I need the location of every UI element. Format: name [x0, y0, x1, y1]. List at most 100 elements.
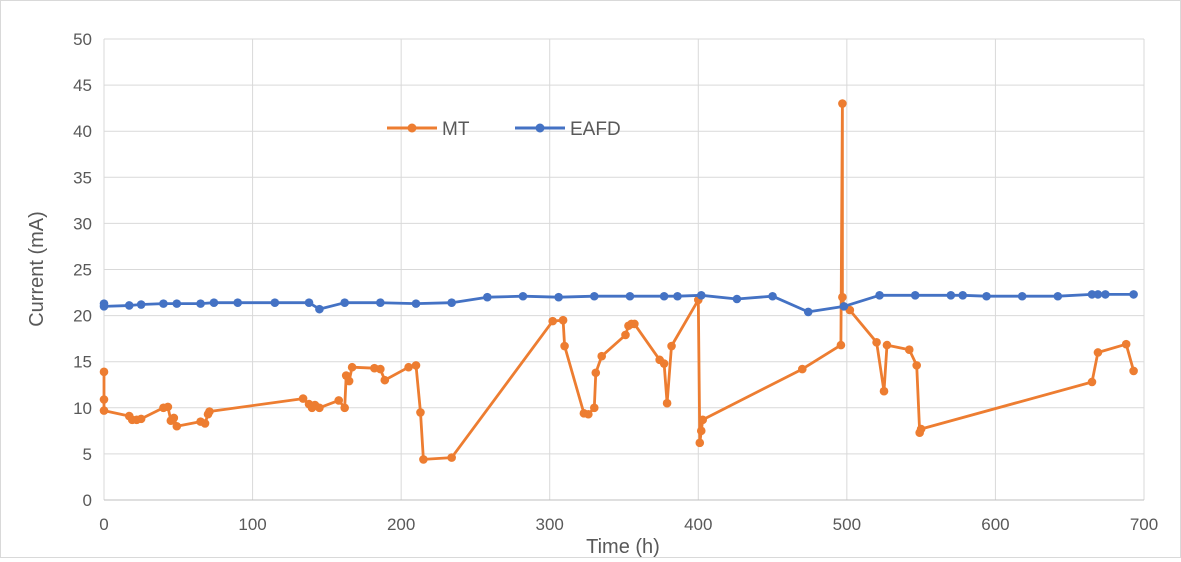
series-eafd-point [340, 298, 349, 307]
x-tick-label: 200 [387, 515, 415, 534]
x-axis-label: Time (h) [586, 536, 660, 557]
legend-eafd-label: EAFD [570, 119, 621, 140]
series-eafd-point [910, 291, 920, 300]
series-mt-point [416, 408, 425, 417]
series-mt-point [836, 340, 846, 350]
series-mt-point [695, 438, 705, 448]
series-mt [99, 99, 1138, 464]
series-mt-point [347, 362, 357, 372]
series-eafd-point [982, 291, 991, 301]
series-eafd-point [124, 301, 134, 310]
y-tick-label: 25 [73, 261, 92, 280]
series-mt-point [344, 376, 354, 386]
series-mt-point [882, 340, 892, 350]
x-tick-label: 300 [536, 515, 564, 534]
series-mt-point [298, 394, 308, 403]
gridlines [103, 38, 1145, 500]
series-mt-point [340, 403, 349, 413]
legend: MT EAFD [387, 119, 621, 140]
series-lines [99, 99, 1138, 464]
series-mt-point [334, 396, 344, 405]
series-eafd-point [411, 299, 421, 308]
y-tick-label: 10 [73, 399, 92, 418]
series-eafd-point [209, 298, 219, 307]
series-mt-point [380, 375, 390, 385]
series-mt-point [838, 99, 847, 108]
series-mt-point [200, 419, 210, 428]
series-mt-point [99, 406, 109, 415]
series-mt-point [838, 292, 847, 302]
series-mt-point [1129, 366, 1138, 376]
series-mt-point [136, 414, 146, 424]
series-mt-point [419, 455, 428, 464]
series-mt-point [621, 330, 630, 340]
series-eafd-point [554, 292, 563, 302]
legend-eafd-marker [535, 123, 545, 133]
series-eafd-point [483, 292, 492, 302]
series-eafd-point [625, 291, 635, 301]
series-eafd-point [768, 291, 777, 301]
series-eafd-point [1087, 290, 1097, 299]
x-tick-label: 600 [981, 515, 1009, 534]
series-mt-point [879, 386, 889, 396]
series-mt-point [904, 345, 914, 355]
series-mt-point [696, 426, 706, 436]
series-eafd-point [946, 291, 956, 300]
series-mt-point [558, 315, 568, 325]
series-eafd [99, 290, 1138, 317]
y-axis-label: Current (mA) [26, 211, 48, 327]
series-eafd-point [1129, 290, 1138, 299]
y-tick-label: 30 [73, 214, 92, 233]
series-eafd-point [315, 304, 324, 314]
series-mt-point [548, 316, 557, 326]
series-eafd-point [136, 300, 146, 309]
x-tick-label: 100 [238, 515, 266, 534]
series-eafd-point [1101, 290, 1110, 299]
series-mt-point [404, 362, 413, 372]
series-mt-point [560, 341, 569, 351]
series-mt-point [169, 413, 179, 423]
series-mt-point [99, 395, 109, 404]
y-tick-label: 15 [73, 353, 92, 372]
series-eafd-point [732, 294, 742, 304]
series-mt-point [376, 364, 385, 374]
x-tick-label: 500 [833, 515, 861, 534]
series-mt-point [315, 403, 324, 413]
series-eafd-point [1053, 291, 1063, 301]
series-eafd-point [304, 298, 314, 307]
series-mt-point [662, 398, 672, 408]
series-mt-point [1121, 339, 1131, 349]
y-tick-label: 45 [73, 76, 92, 95]
series-mt-point [411, 361, 421, 370]
y-tick-label: 40 [73, 122, 92, 141]
y-tick-label: 35 [73, 168, 92, 187]
series-eafd-point [958, 291, 968, 300]
series-mt-point [698, 415, 708, 425]
legend-mt-marker [407, 123, 417, 133]
series-eafd-point [270, 298, 280, 307]
series-eafd-point [196, 299, 205, 308]
series-mt-point [172, 421, 182, 431]
series-mt-point [591, 368, 601, 378]
x-tick-label: 400 [684, 515, 712, 534]
series-mt-point [163, 402, 173, 412]
series-mt-point [1087, 377, 1097, 387]
series-eafd-point [376, 298, 385, 307]
series-mt-point [584, 409, 593, 419]
y-tick-label: 5 [83, 445, 92, 464]
series-mt-point [447, 453, 456, 462]
series-eafd-point [172, 299, 182, 308]
series-mt-point [205, 407, 214, 416]
series-eafd-point [159, 299, 168, 308]
series-eafd-point [1017, 291, 1027, 301]
series-mt-point [797, 364, 807, 374]
series-eafd-point [839, 302, 849, 311]
series-mt-point [872, 338, 881, 347]
series-eafd-point [99, 302, 109, 311]
series-mt-point [912, 361, 921, 370]
series-mt-point [916, 424, 926, 434]
series-eafd-point [1093, 290, 1103, 299]
